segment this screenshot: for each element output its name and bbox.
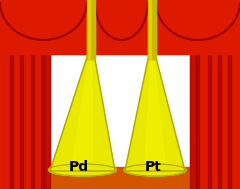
Bar <box>228 0 230 189</box>
Bar <box>218 0 221 189</box>
Bar <box>196 0 198 189</box>
Bar <box>10 0 12 189</box>
Bar <box>148 0 156 59</box>
Bar <box>44 0 50 189</box>
Bar <box>149 0 151 59</box>
Bar <box>190 0 196 189</box>
Polygon shape <box>95 2 148 40</box>
Polygon shape <box>156 2 240 40</box>
Ellipse shape <box>48 164 116 176</box>
Bar <box>0 0 240 54</box>
Bar <box>208 0 210 189</box>
Polygon shape <box>72 54 92 161</box>
Text: Pd: Pd <box>68 160 89 174</box>
Ellipse shape <box>124 164 186 176</box>
Polygon shape <box>0 2 87 40</box>
Polygon shape <box>50 54 115 171</box>
Bar <box>41 0 43 189</box>
Bar <box>31 0 34 189</box>
Bar <box>0 167 240 189</box>
Bar <box>190 0 240 189</box>
Bar <box>0 0 50 189</box>
Bar <box>88 0 90 59</box>
Bar <box>87 0 95 59</box>
Bar <box>20 0 23 189</box>
Bar <box>148 0 156 59</box>
Polygon shape <box>145 54 165 161</box>
Text: Pt: Pt <box>144 160 162 174</box>
Polygon shape <box>125 54 185 171</box>
Bar <box>149 0 151 59</box>
Bar <box>88 0 90 59</box>
Bar <box>87 0 95 59</box>
